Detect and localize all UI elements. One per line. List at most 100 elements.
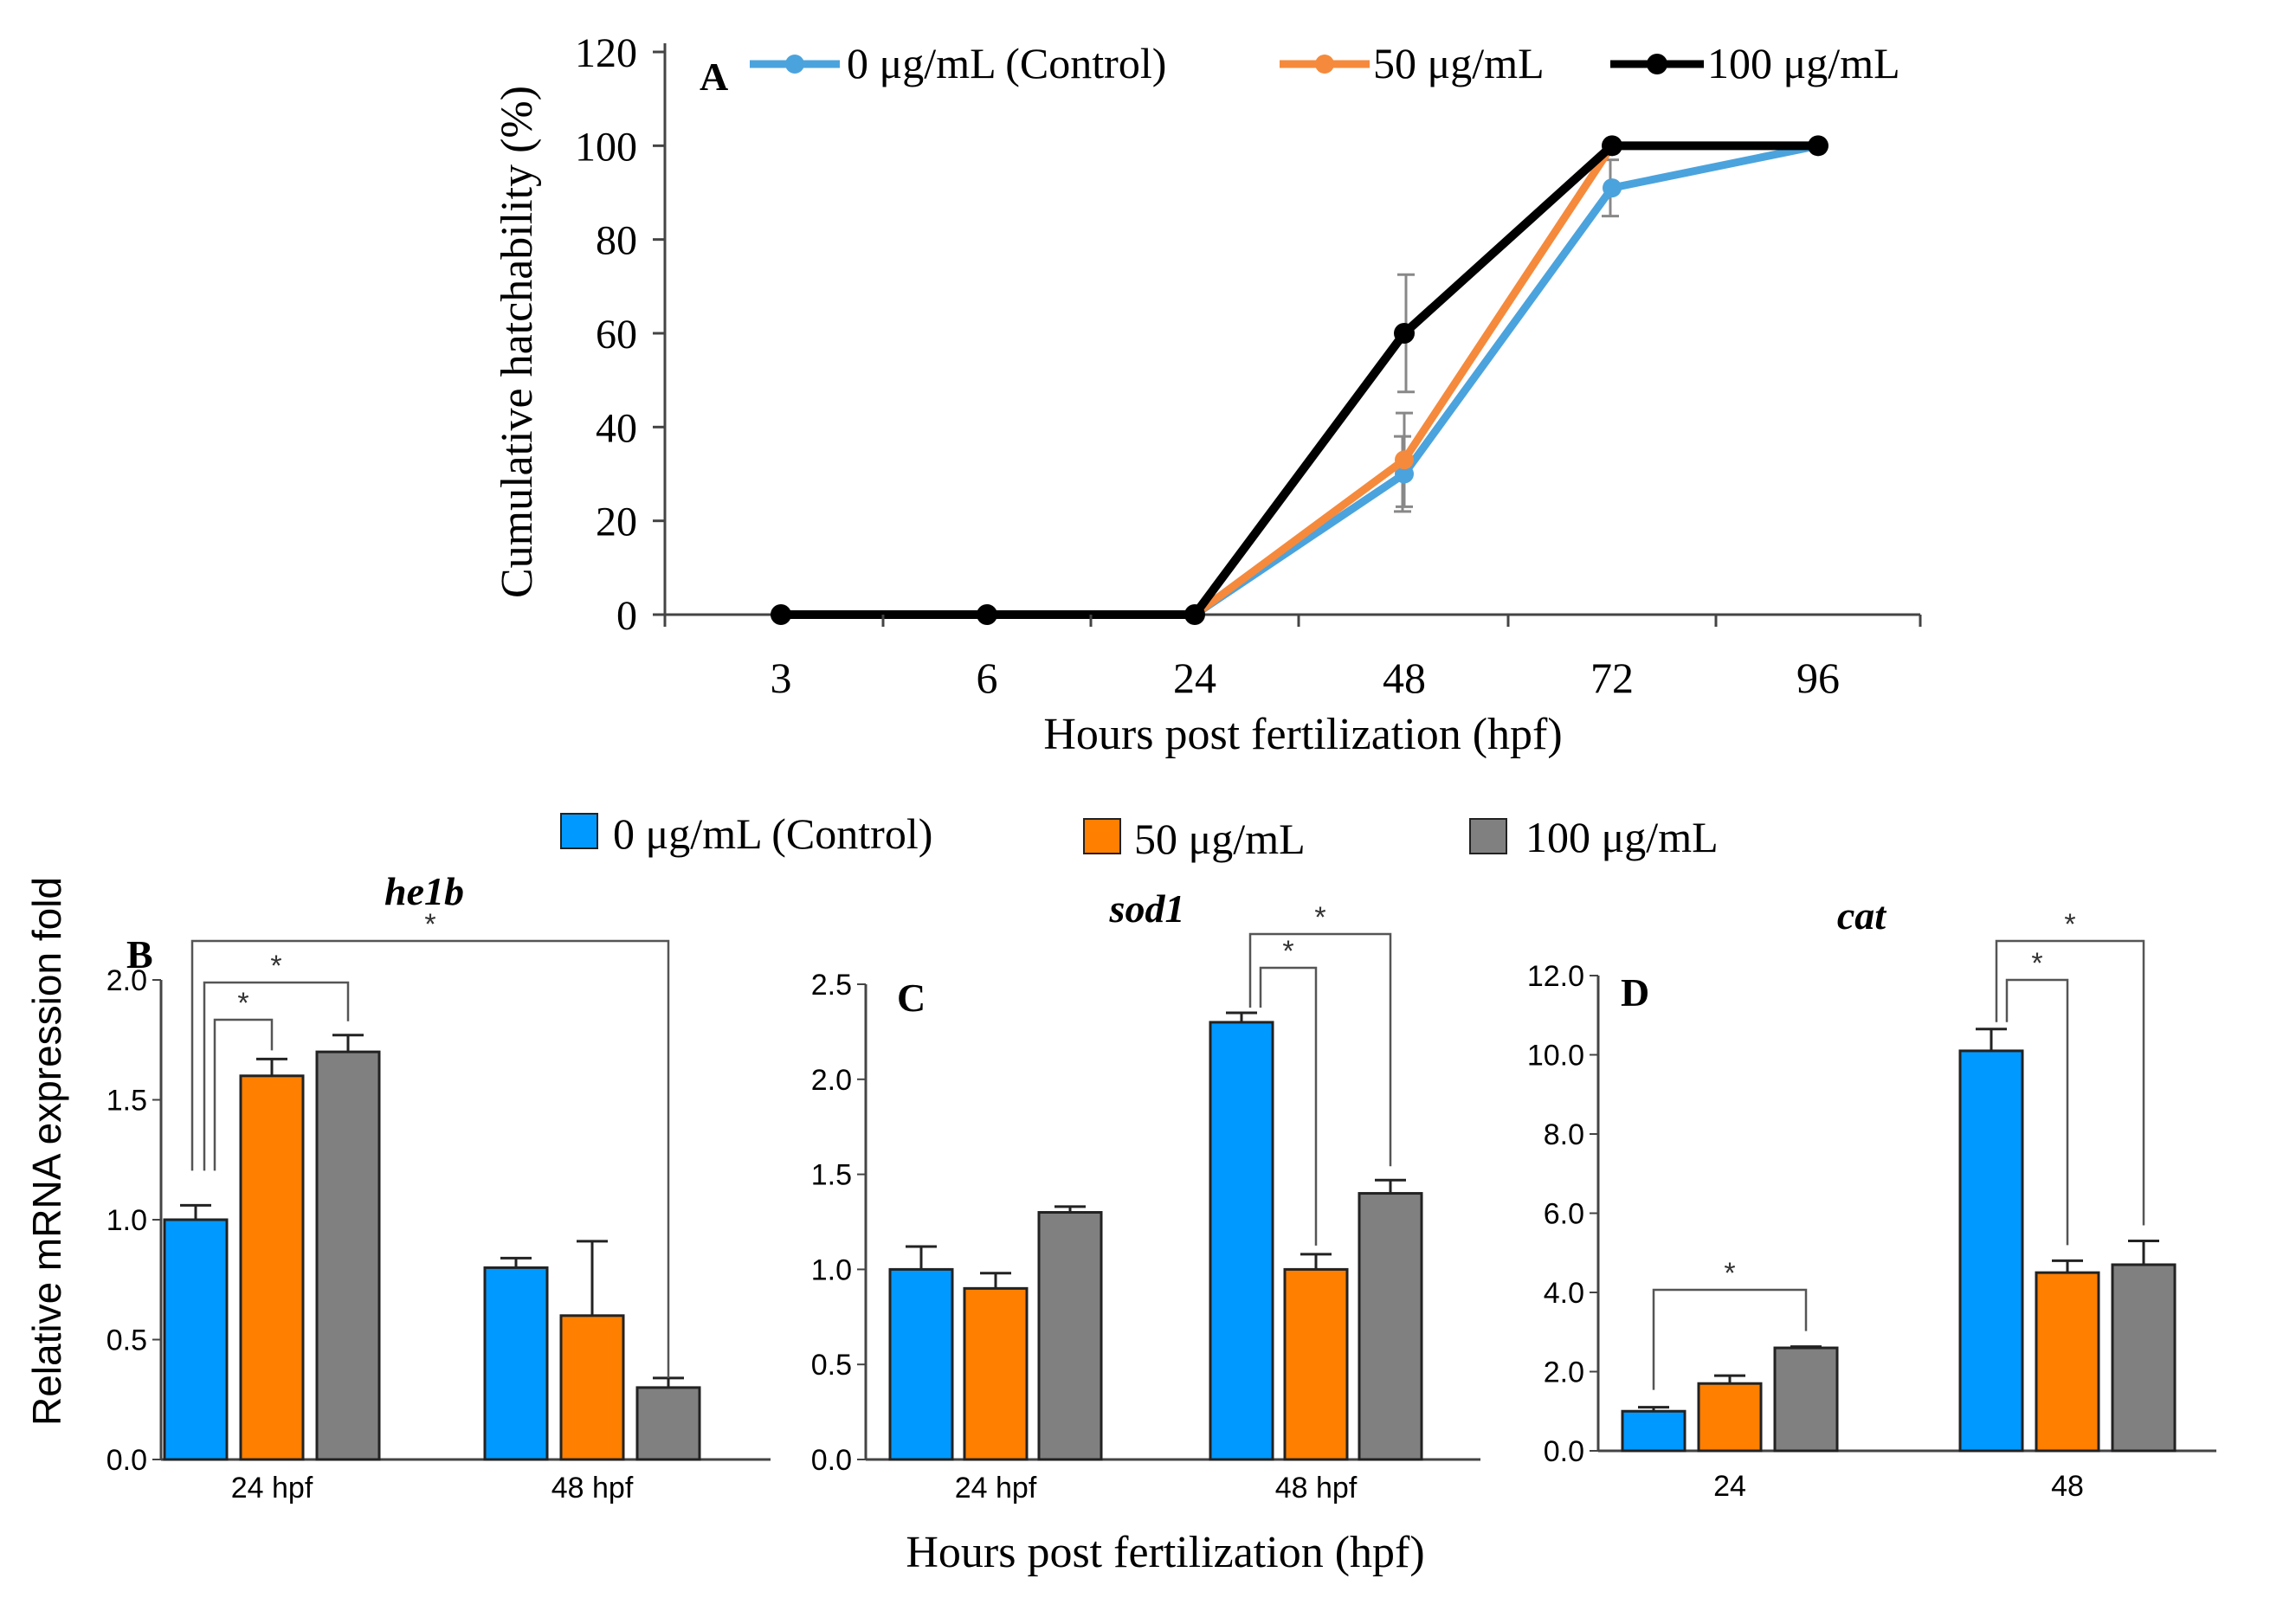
panel-c-title: sod1 [1109,886,1185,931]
panel-d-x-tick-label: 24 [1713,1470,1746,1503]
panel-c-y-tick-label: 1.5 [811,1159,852,1192]
panel-d-y-tick-label: 6.0 [1544,1198,1584,1231]
panel-d-significance-star: * [1724,1257,1735,1290]
panel-a-x-tick-label: 3 [771,654,792,702]
panel-a-x-axis-label: Hours post fertilization (hpf) [1043,710,1562,759]
panel-b: * * * 0.0 0.5 1.0 1.5 2.0 24 hpf 48 hpf B he1b [106,869,771,1505]
panel-d-y-tick-label: 4.0 [1544,1277,1584,1310]
panel-a-x-tick-label: 72 [1590,654,1634,702]
panel-d-title: cat [1837,893,1886,938]
panel-a-y-tick-label: 80 [596,218,637,264]
panel-b-x-ticks: 24 hpf 48 hpf [231,1472,634,1505]
panel-d-significance-bracket [1995,939,2145,1226]
panel-a-data-point [1184,604,1205,625]
panel-d: * * * 0.0 2.0 4.0 6.0 8.0 10.0 12.0 24 48 D cat [1527,893,2216,1503]
panel-c-bar [888,1267,954,1461]
panel-a-x-tick-label: 96 [1796,654,1840,702]
panel-d-label: D [1621,970,1649,1015]
panel-a-y-axis-label: Cumulative hatchability (%) [493,86,542,598]
panel-d-significance-star: * [2031,947,2042,980]
panel-a-data-point [1395,450,1414,470]
panel-b-y-tick-label: 1.5 [106,1085,147,1118]
panel-c-y-ticks: 0.0 0.5 1.0 1.5 2.0 2.5 [811,969,866,1477]
panel-b-significance-star: * [237,987,248,1020]
panel-b-x-tick-label: 24 hpf [231,1472,313,1505]
legend-control-label: 0 μg/mL (Control) [847,39,1166,87]
panel-a-x-ticks: 3 6 24 48 72 96 [663,615,1922,702]
panel-b-significance-bracket [203,981,350,1171]
panel-d-bar [2111,1263,2177,1453]
panel-d-y-tick-label: 10.0 [1527,1040,1584,1073]
legend-mid-label: 50 μg/mL [1373,39,1545,87]
bar-legend-control-label: 0 μg/mL (Control) [613,809,932,858]
panel-c-bar [1209,1021,1274,1461]
panel-a-y-tick-label: 120 [575,30,637,76]
panel-d-y-tick-label: 8.0 [1544,1118,1584,1151]
panel-a-series-line [781,141,1819,619]
panel-d-bar [1697,1382,1763,1453]
panel-b-label: B [126,932,153,976]
panel-d-bar [2035,1271,2100,1453]
panel-b-bar [559,1314,625,1461]
panel-c-significance-bracket [1259,966,1318,1246]
bar-legend-mid-label: 50 μg/mL [1134,815,1306,863]
panel-a-data-point [977,604,997,625]
panel-b-y-tick-label: 0.5 [106,1324,147,1357]
panel-b-bar [635,1386,701,1461]
panel-c: ** 0.00.51.01.52.02.5 24 hpf 48 hpf C sod… [811,886,1480,1505]
panel-b-bar [483,1266,549,1461]
panel-b-x-tick-label: 48 hpf [551,1472,634,1505]
panel-b-bars [163,1034,701,1461]
panel-c-x-ticks: 24 hpf 48 hpf [955,1472,1358,1505]
panel-c-y-tick-label: 0.5 [811,1349,852,1382]
bar-legend-mid-swatch [1083,818,1121,854]
panel-d-y-tick-label: 2.0 [1544,1356,1584,1389]
panel-a-series-line [781,141,1818,619]
panel-b-significance-bracket [213,1018,274,1171]
panel-c-bar [1283,1267,1349,1461]
legend-control-marker [785,55,804,74]
panel-b-bar [239,1074,305,1461]
shared-x-axis-label: Hours post fertilization (hpf) [906,1528,1424,1577]
panel-b-significance-bracket [190,939,670,1378]
panel-b-bar [163,1218,229,1461]
panel-d-bar [1621,1409,1687,1453]
panel-a-y-tick-label: 100 [575,124,637,170]
panel-a-y-tick-label: 20 [596,499,637,545]
panel-b-y-ticks: 0.0 0.5 1.0 1.5 2.0 [106,964,161,1477]
panel-c-label: C [897,976,925,1020]
panel-a-y-tick-label: 60 [596,312,637,358]
panel-a-data-point [1602,135,1622,157]
panel-d-bar [1958,1049,2024,1453]
panel-a-x-tick-label: 6 [977,654,998,702]
bar-legend-control-swatch [560,813,598,849]
panel-c-x-tick-label: 24 hpf [955,1472,1037,1505]
panel-c-significance-star: * [1282,935,1293,968]
panel-d-significance-bracket [1652,1288,1808,1390]
panel-c-bar [1037,1211,1103,1461]
panel-c-y-tick-label: 1.0 [811,1253,852,1286]
panel-b-y-tick-label: 2.0 [106,964,147,997]
legend-high-label: 100 μg/mL [1707,39,1900,87]
panel-a-data-point [771,604,791,625]
panel-a-data-point [1394,323,1415,344]
panel-c-y-tick-label: 0.0 [811,1444,852,1477]
panel-a-y-tick-label: 0 [616,593,637,639]
panel-b-title: he1b [384,869,464,913]
panel-a-label: A [700,55,728,99]
panel-d-bar [1773,1346,1839,1453]
panel-c-significance: ** [1248,901,1392,1246]
panel-d-x-ticks: 24 48 [1713,1470,2084,1503]
panel-c-y-tick-label: 2.0 [811,1064,852,1097]
legend-high-marker [1647,54,1667,74]
bar-legend-high-swatch [1469,818,1507,854]
panel-a-axes [663,43,1920,616]
panel-b-y-tick-label: 1.0 [106,1204,147,1237]
panel-a-y-ticks: 0 20 40 60 80 100 120 [575,30,665,639]
shared-y-axis-label: Relative mRNA expression fold [24,877,69,1426]
panel-a: 0 20 40 60 80 100 120 3 6 24 48 72 96 A 0 μg/mL (Co… [493,30,1922,759]
bar-legend: 0 μg/mL (Control) 50 μg/mL 100 μg/mL [560,809,1719,863]
panel-d-significance-bracket [2005,978,2069,1246]
panel-d-y-ticks: 0.0 2.0 4.0 6.0 8.0 10.0 12.0 [1527,960,1598,1468]
